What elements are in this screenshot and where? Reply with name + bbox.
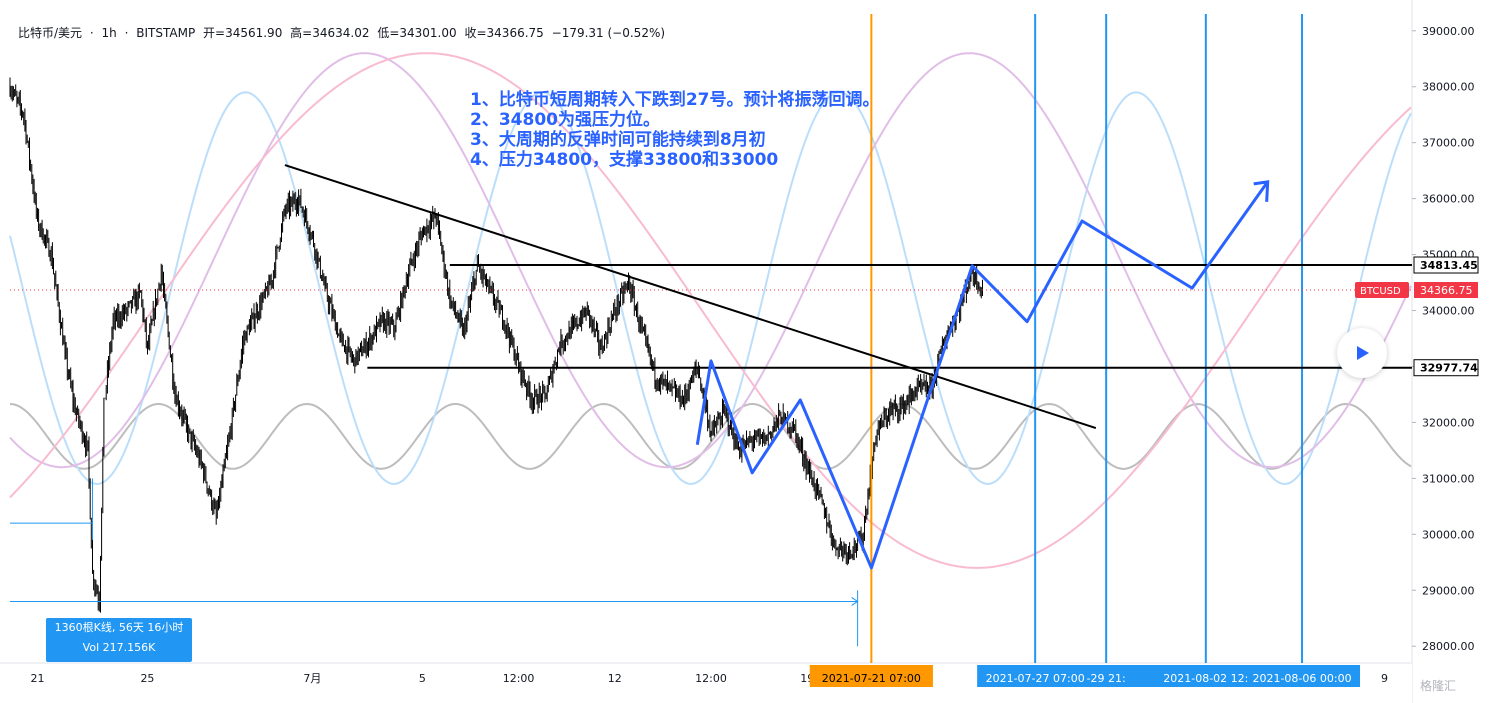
level-tag-label: 34813.45 (1420, 259, 1478, 272)
time-tag-label: 2021-07-21 07:00 (822, 672, 921, 685)
symbol-tag (1355, 282, 1409, 299)
symbol-name[interactable]: 比特币/美元 (18, 26, 83, 40)
drawings (10, 14, 1412, 663)
time-tag-label: 2021-07-27 07:00 (986, 672, 1085, 685)
close-value: 收=34366.75 (464, 26, 544, 40)
x-tick-label: 7月 (303, 672, 321, 685)
level-tag (1413, 359, 1479, 377)
measure-tooltip: 1360根K线, 56天 16小时 Vol 217.156K (46, 618, 192, 662)
time-tag-label: -29 21: (1087, 672, 1126, 685)
x-tick-label: 21 (30, 672, 44, 685)
cycle-wave (9, 52, 1412, 469)
play-icon (1357, 346, 1369, 360)
x-tick-label: 5 (419, 672, 426, 685)
low-value: 低=34301.00 (377, 26, 457, 40)
time-tag-label: 2021-08-02 12: (1163, 672, 1248, 685)
last-price-tag (1414, 282, 1478, 299)
tooltip-volume: Vol 217.156K (82, 641, 156, 654)
replay-button[interactable] (1337, 328, 1387, 378)
y-tick-label: 30000.00 (1422, 528, 1475, 541)
sep-dot: · (89, 26, 94, 40)
x-tick-label: 9 (1381, 672, 1388, 685)
price-axis-bg (1412, 0, 1495, 703)
note-line: 4、压力34800，支撑33800和33000 (470, 150, 779, 170)
x-tick-label: 12 (608, 672, 622, 685)
forecast-arrowhead (1253, 180, 1270, 202)
x-tick-label: 12:00 (503, 672, 535, 685)
y-tick-label: 29000.00 (1422, 584, 1475, 597)
y-tick-label: 31000.00 (1422, 472, 1475, 485)
level-tag-label: 32977.74 (1420, 362, 1478, 375)
y-tick-label: 37000.00 (1422, 137, 1475, 150)
tooltip-bars: 1360根K线, 56天 16小时 (54, 621, 184, 634)
time-tag (809, 665, 933, 687)
analysis-notes: 1、比特币短周期转入下跌到27号。预计将振荡回调。 2、34800为强压力位。 … (470, 90, 880, 170)
y-tick-label: 39000.00 (1422, 25, 1475, 38)
interval-label[interactable]: 1h (101, 26, 117, 40)
symbol-tag-label: BTCUSD (1360, 286, 1401, 297)
change-value: −179.31 (−0.52%) (551, 26, 666, 40)
last-price-label: 34366.75 (1420, 284, 1473, 297)
x-tick-label: 25 (140, 672, 154, 685)
x-tick-label: 12:00 (695, 672, 727, 685)
forecast-path (695, 180, 1269, 570)
time-tag-label: 2021-08-06 00:00 (1252, 672, 1351, 685)
y-tick-label: 36000.00 (1422, 193, 1475, 206)
price-candles (9, 77, 983, 613)
exchange-label: BITSTAMP (136, 26, 196, 40)
high-value: 高=34634.02 (290, 26, 370, 40)
note-line: 1、比特币短周期转入下跌到27号。预计将振荡回调。 (470, 90, 880, 110)
y-tick-label: 32000.00 (1422, 416, 1475, 429)
y-tick-label: 28000.00 (1422, 640, 1475, 653)
symbol-header: 比特币/美元 · 1h · BITSTAMP 开=34561.90 高=3463… (18, 24, 669, 41)
level-tag (1413, 256, 1479, 274)
cycle-waves (9, 52, 1412, 569)
y-tick-label: 38000.00 (1422, 81, 1475, 94)
open-value: 开=34561.90 (203, 26, 283, 40)
note-line: 2、34800为强压力位。 (470, 110, 660, 130)
note-line: 3、大周期的反弹时间可能持续到8月初 (470, 130, 766, 150)
watermark: 格隆汇 (1420, 679, 1457, 693)
axes: 28000.00 29000.00 30000.00 31000.00 32000.00… (30, 25, 1479, 687)
sep-dot: · (124, 26, 129, 40)
cycle-wave (9, 91, 1412, 486)
trend-line (284, 164, 1097, 429)
cycle-wave (9, 52, 1412, 569)
time-range-band (977, 665, 1361, 687)
y-tick-label: 34000.00 (1422, 305, 1475, 318)
